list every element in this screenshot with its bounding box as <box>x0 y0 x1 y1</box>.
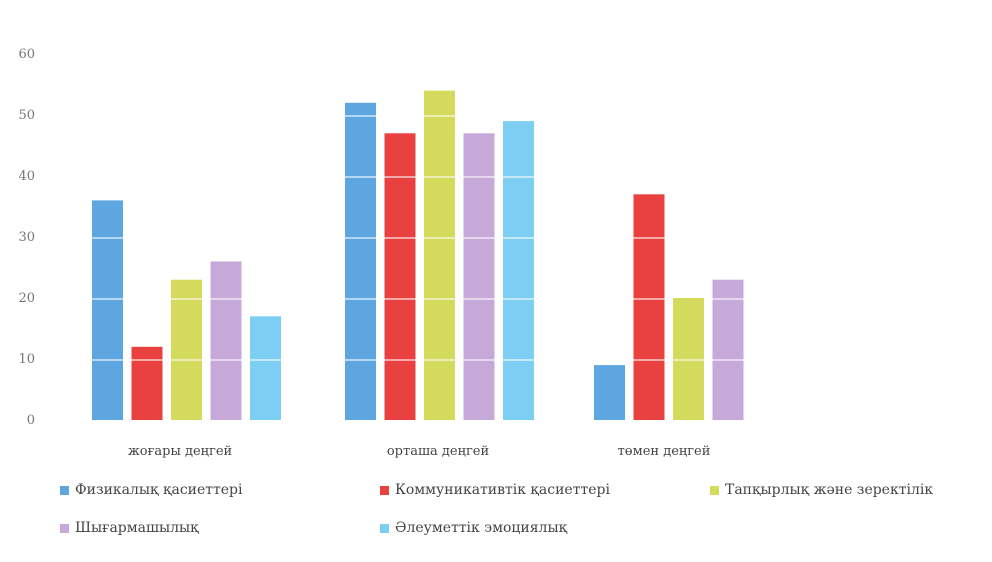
bar <box>712 279 744 420</box>
bar-fill <box>131 346 163 420</box>
legend-item: Коммуникативтік қасиеттері <box>380 482 710 498</box>
legend-swatch <box>710 485 719 495</box>
legend-item: Әлеуметтік эмоциялық <box>380 520 567 536</box>
bar-chart: 0 10 20 30 40 50 60 жоғары деңгей орташа деңгей… <box>18 47 744 459</box>
legend-label: Тапқырлық және зеректілік <box>725 482 934 498</box>
bar <box>171 279 202 420</box>
legend-swatch <box>380 485 389 495</box>
legend-item: Тапқырлық және зеректілік <box>710 482 933 498</box>
y-tick-label: 30 <box>18 230 35 245</box>
y-tick-label: 60 <box>18 47 35 62</box>
legend-item: Шығармашылық <box>60 520 380 536</box>
y-tick-label: 10 <box>18 352 35 367</box>
bar-fill <box>92 200 123 420</box>
bar <box>633 194 665 420</box>
legend-swatch <box>60 485 69 495</box>
legend-label: Физикалық қасиеттері <box>75 482 243 498</box>
legend-label: Шығармашылық <box>75 520 199 536</box>
x-axis: жоғары деңгей орташа деңгей төмен деңгей <box>128 444 711 459</box>
legend-label: Әлеуметтік эмоциялық <box>395 520 568 536</box>
y-axis: 0 10 20 30 40 50 60 <box>18 47 35 428</box>
legend-item: Физикалық қасиеттері <box>60 482 380 498</box>
bar-fill <box>210 261 242 420</box>
bar-fill <box>171 279 202 420</box>
x-category-label: орташа деңгей <box>387 444 489 459</box>
bar <box>210 261 242 420</box>
x-category-label: төмен деңгей <box>618 444 711 459</box>
bar-fill <box>384 133 416 421</box>
bar-fill <box>503 121 534 420</box>
bar-fill <box>345 102 376 421</box>
bar <box>92 200 123 420</box>
bar <box>345 102 376 421</box>
bar <box>594 365 625 420</box>
bar-fill <box>633 194 665 420</box>
y-tick-label: 20 <box>18 291 35 306</box>
bar-fill <box>594 365 625 420</box>
y-tick-label: 0 <box>27 413 35 428</box>
bar <box>131 346 163 420</box>
legend-swatch <box>60 523 69 533</box>
bar <box>503 121 534 420</box>
y-tick-label: 40 <box>18 169 35 184</box>
bars <box>92 90 744 421</box>
legend-label: Коммуникативтік қасиеттері <box>395 482 610 498</box>
bar <box>424 90 455 420</box>
bar <box>463 133 495 421</box>
bar <box>250 316 281 420</box>
bar-fill <box>424 90 455 420</box>
legend-swatch <box>380 523 389 533</box>
y-tick-label: 50 <box>18 108 35 123</box>
bar <box>673 298 704 420</box>
bar-fill <box>712 279 744 420</box>
x-category-label: жоғары деңгей <box>128 444 232 459</box>
bar <box>384 133 416 421</box>
legend: Физикалық қасиеттері Коммуникативтік қаси… <box>60 482 990 536</box>
bar-fill <box>463 133 495 421</box>
bar-fill <box>250 316 281 420</box>
